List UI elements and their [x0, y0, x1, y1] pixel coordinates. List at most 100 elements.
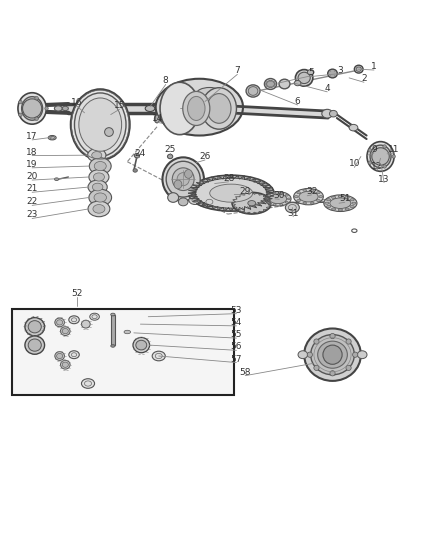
Ellipse shape — [71, 89, 130, 160]
Text: 22: 22 — [27, 197, 38, 206]
Circle shape — [19, 113, 22, 117]
Ellipse shape — [232, 192, 272, 214]
Ellipse shape — [174, 180, 182, 189]
Ellipse shape — [332, 208, 336, 210]
Ellipse shape — [266, 85, 268, 87]
Text: 55: 55 — [231, 330, 242, 339]
Ellipse shape — [370, 145, 391, 168]
Ellipse shape — [74, 93, 126, 156]
Ellipse shape — [69, 351, 79, 359]
Ellipse shape — [184, 169, 192, 179]
Text: 2: 2 — [361, 74, 367, 83]
Text: 3: 3 — [338, 66, 343, 75]
Ellipse shape — [286, 203, 299, 213]
Ellipse shape — [319, 196, 322, 198]
Ellipse shape — [18, 93, 46, 124]
Ellipse shape — [248, 87, 258, 95]
Ellipse shape — [345, 196, 349, 198]
Ellipse shape — [111, 313, 115, 316]
Text: 11: 11 — [388, 145, 399, 154]
Ellipse shape — [317, 192, 320, 193]
Ellipse shape — [188, 175, 274, 211]
Text: 12: 12 — [371, 163, 383, 172]
Ellipse shape — [330, 198, 351, 208]
Circle shape — [368, 161, 372, 164]
Ellipse shape — [338, 209, 343, 211]
Ellipse shape — [297, 192, 300, 193]
Ellipse shape — [265, 83, 267, 85]
Ellipse shape — [357, 351, 367, 359]
Text: 16: 16 — [71, 98, 83, 107]
Ellipse shape — [177, 173, 189, 185]
Circle shape — [383, 145, 386, 148]
Ellipse shape — [152, 351, 165, 361]
Text: 52: 52 — [71, 289, 83, 298]
Text: 1: 1 — [371, 62, 377, 71]
Ellipse shape — [69, 316, 79, 324]
Polygon shape — [228, 106, 328, 118]
Ellipse shape — [268, 201, 271, 203]
Ellipse shape — [195, 178, 267, 208]
Ellipse shape — [304, 328, 361, 381]
Ellipse shape — [55, 352, 64, 360]
Ellipse shape — [88, 201, 110, 217]
Circle shape — [372, 148, 389, 165]
Text: 29: 29 — [240, 187, 251, 196]
Ellipse shape — [299, 191, 318, 202]
Text: 25: 25 — [164, 145, 176, 154]
Ellipse shape — [25, 336, 45, 354]
Ellipse shape — [93, 205, 105, 213]
Ellipse shape — [318, 341, 347, 368]
Ellipse shape — [273, 204, 276, 205]
Text: 8: 8 — [163, 76, 169, 85]
Ellipse shape — [79, 98, 122, 151]
Ellipse shape — [207, 94, 231, 123]
Ellipse shape — [94, 161, 106, 171]
Ellipse shape — [311, 202, 314, 204]
Text: 6: 6 — [295, 97, 300, 106]
Ellipse shape — [133, 337, 150, 353]
Ellipse shape — [60, 360, 70, 369]
Ellipse shape — [279, 79, 290, 89]
Ellipse shape — [25, 318, 45, 336]
Bar — [111, 316, 115, 345]
Text: 30: 30 — [273, 191, 285, 200]
Ellipse shape — [297, 199, 300, 201]
Ellipse shape — [162, 157, 204, 201]
Circle shape — [346, 339, 351, 344]
Text: 7: 7 — [234, 67, 240, 75]
Ellipse shape — [111, 345, 115, 348]
Circle shape — [353, 352, 358, 357]
Ellipse shape — [294, 80, 301, 86]
Ellipse shape — [54, 106, 62, 111]
Ellipse shape — [203, 197, 216, 207]
Bar — [68, 104, 157, 113]
Text: 19: 19 — [26, 160, 38, 169]
Ellipse shape — [265, 78, 277, 90]
Ellipse shape — [349, 124, 358, 131]
Ellipse shape — [345, 208, 349, 210]
Ellipse shape — [324, 195, 357, 212]
Ellipse shape — [294, 196, 298, 198]
Ellipse shape — [145, 106, 155, 111]
Circle shape — [314, 365, 319, 370]
Text: 9: 9 — [371, 145, 377, 154]
Ellipse shape — [60, 327, 70, 335]
Text: 53: 53 — [231, 305, 242, 314]
Circle shape — [392, 155, 396, 158]
Ellipse shape — [155, 79, 243, 135]
Circle shape — [323, 345, 342, 364]
Ellipse shape — [92, 183, 103, 191]
Ellipse shape — [134, 154, 140, 158]
Ellipse shape — [167, 154, 173, 159]
Ellipse shape — [189, 196, 201, 205]
Ellipse shape — [273, 192, 276, 194]
Circle shape — [346, 365, 351, 370]
Circle shape — [307, 352, 312, 357]
Ellipse shape — [338, 196, 343, 198]
Ellipse shape — [166, 161, 200, 197]
Text: 24: 24 — [134, 149, 145, 158]
Ellipse shape — [303, 202, 307, 204]
Ellipse shape — [90, 313, 99, 320]
Ellipse shape — [307, 70, 314, 75]
